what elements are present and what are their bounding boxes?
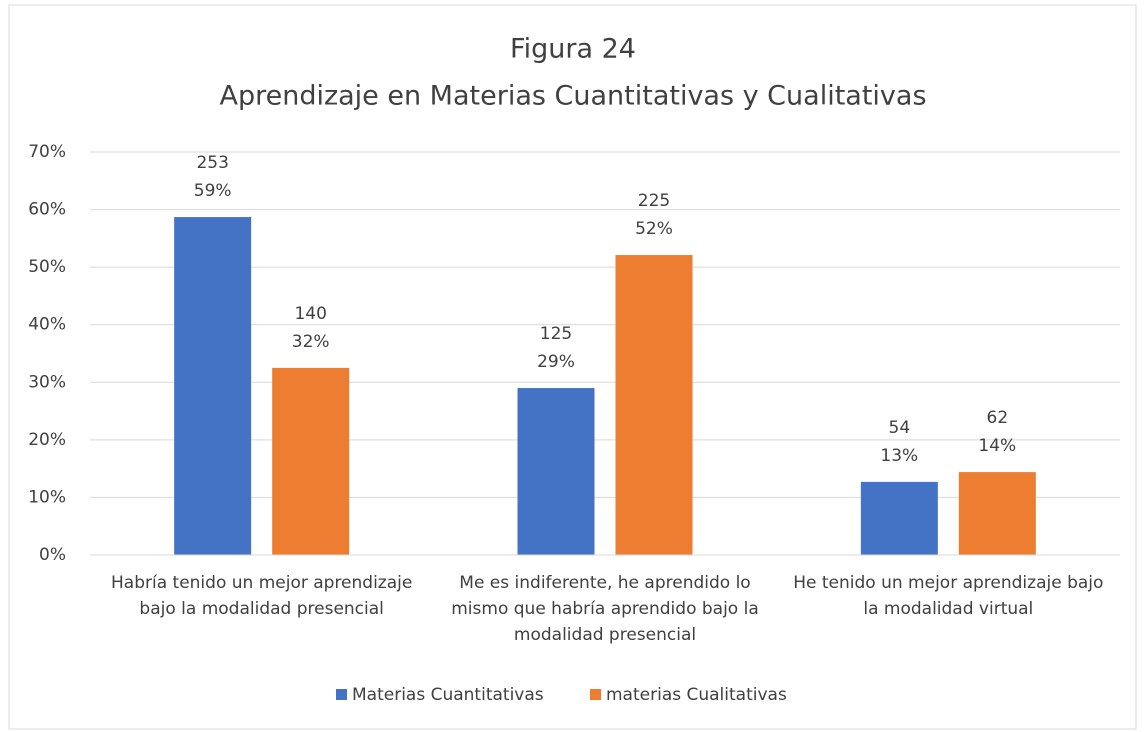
- bar: [860, 481, 938, 555]
- y-tick-label: 30%: [28, 372, 66, 392]
- legend-label: materias Cualitativas: [606, 685, 787, 705]
- data-label-count: 125: [540, 324, 572, 344]
- bar: [517, 388, 595, 555]
- y-tick-label: 0%: [39, 545, 66, 565]
- data-label-count: 62: [987, 408, 1009, 428]
- data-label: 29%: [537, 352, 575, 372]
- x-tick-label: Me es indiferente, he aprendido lo mismo …: [451, 573, 759, 645]
- y-tick-label: 60%: [28, 200, 66, 220]
- y-tick-label: 40%: [28, 315, 66, 335]
- data-label: 52%: [635, 219, 673, 239]
- x-tick-label: Habría tenido un mejor aprendizaje bajo l…: [111, 573, 412, 619]
- x-tick-label: He tenido un mejor aprendizaje bajo la mo…: [793, 573, 1103, 619]
- data-label: 13%: [880, 446, 918, 466]
- data-label-count: 54: [889, 418, 911, 438]
- bar: [272, 367, 350, 555]
- y-tick-label: 10%: [28, 487, 66, 507]
- legend-swatch: [590, 689, 601, 700]
- chart-title: Figura 24: [510, 34, 636, 65]
- y-tick-label: 20%: [28, 430, 66, 450]
- bar: [958, 472, 1036, 555]
- bar: [615, 255, 693, 555]
- bar: [174, 217, 252, 555]
- data-label-count: 253: [196, 153, 228, 173]
- data-label: 14%: [978, 436, 1016, 456]
- data-label: 59%: [194, 181, 232, 201]
- chart-subtitle: Aprendizaje en Materias Cuantitativas y …: [219, 81, 926, 112]
- y-tick-label: 50%: [28, 257, 66, 277]
- data-label: 32%: [292, 332, 330, 352]
- y-tick-label: 70%: [28, 142, 66, 162]
- data-label-count: 140: [294, 304, 326, 324]
- legend-label: Materias Cuantitativas: [352, 685, 544, 705]
- legend-swatch: [336, 689, 347, 700]
- data-label-count: 225: [638, 191, 670, 211]
